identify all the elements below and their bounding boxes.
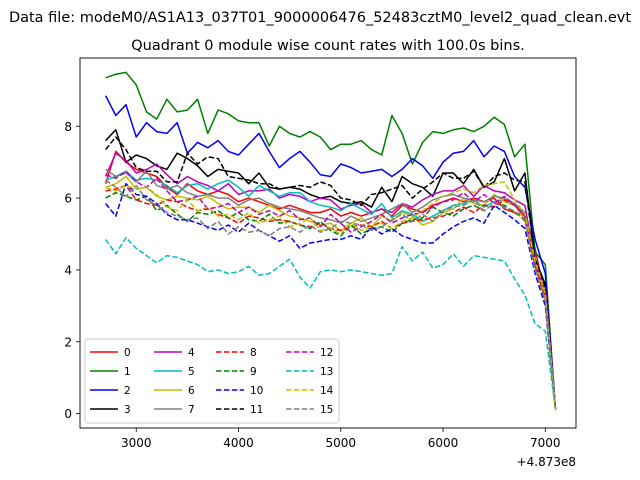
x-tick-label: 7000 — [530, 436, 561, 450]
y-axis: 0 2 4 6 8 — [64, 120, 80, 421]
series-line-13 — [104, 236, 557, 411]
y-tick-label: 6 — [64, 192, 72, 206]
axes-frame — [79, 57, 577, 429]
legend-label-1: 1 — [124, 366, 131, 378]
legend-label-9: 9 — [250, 366, 257, 378]
legend-label-14: 14 — [320, 385, 334, 397]
series-line-12 — [105, 170, 557, 411]
y-tick-label: 2 — [64, 335, 72, 349]
chart-title: Quadrant 0 module wise count rates with … — [131, 38, 525, 54]
x-tick-label: 6000 — [428, 436, 459, 450]
series-line-6 — [105, 175, 557, 411]
y-tick-label: 0 — [64, 407, 72, 421]
series-line-1 — [105, 71, 557, 411]
legend-label-11: 11 — [250, 404, 263, 416]
series-line-11 — [105, 136, 557, 411]
legend-label-15: 15 — [320, 404, 333, 416]
x-tick-label: 3000 — [121, 436, 152, 450]
legend-label-2: 2 — [124, 385, 131, 397]
x-axis: 3000 4000 5000 6000 7000 — [121, 428, 561, 450]
legend-label-0: 0 — [124, 347, 131, 359]
legend-label-13: 13 — [320, 366, 333, 378]
x-tick-label: 4000 — [223, 436, 254, 450]
series-line-14 — [105, 181, 557, 411]
legend-label-12: 12 — [320, 347, 333, 359]
x-tick-label: 5000 — [326, 436, 357, 450]
legend-label-8: 8 — [250, 347, 257, 359]
series-line-7 — [105, 168, 557, 411]
x-axis-offset-label: +4.873e8 — [517, 455, 576, 469]
series-line-2 — [104, 95, 557, 411]
series-line-15 — [105, 179, 557, 411]
legend-label-3: 3 — [124, 404, 131, 416]
legend-label-5: 5 — [188, 366, 195, 378]
y-tick-label: 8 — [64, 120, 72, 134]
y-tick-label: 4 — [64, 263, 72, 277]
legend-label-6: 6 — [188, 385, 195, 397]
series-layer — [104, 71, 557, 411]
legend-label-7: 7 — [188, 404, 195, 416]
series-line-10 — [105, 182, 557, 411]
legend-label-10: 10 — [250, 385, 263, 397]
legend-label-4: 4 — [188, 347, 195, 359]
series-line-4 — [104, 152, 557, 411]
legend-box — [84, 338, 340, 424]
figure-suptitle: Data file: modeM0/AS1A13_037T01_90000064… — [9, 10, 631, 26]
